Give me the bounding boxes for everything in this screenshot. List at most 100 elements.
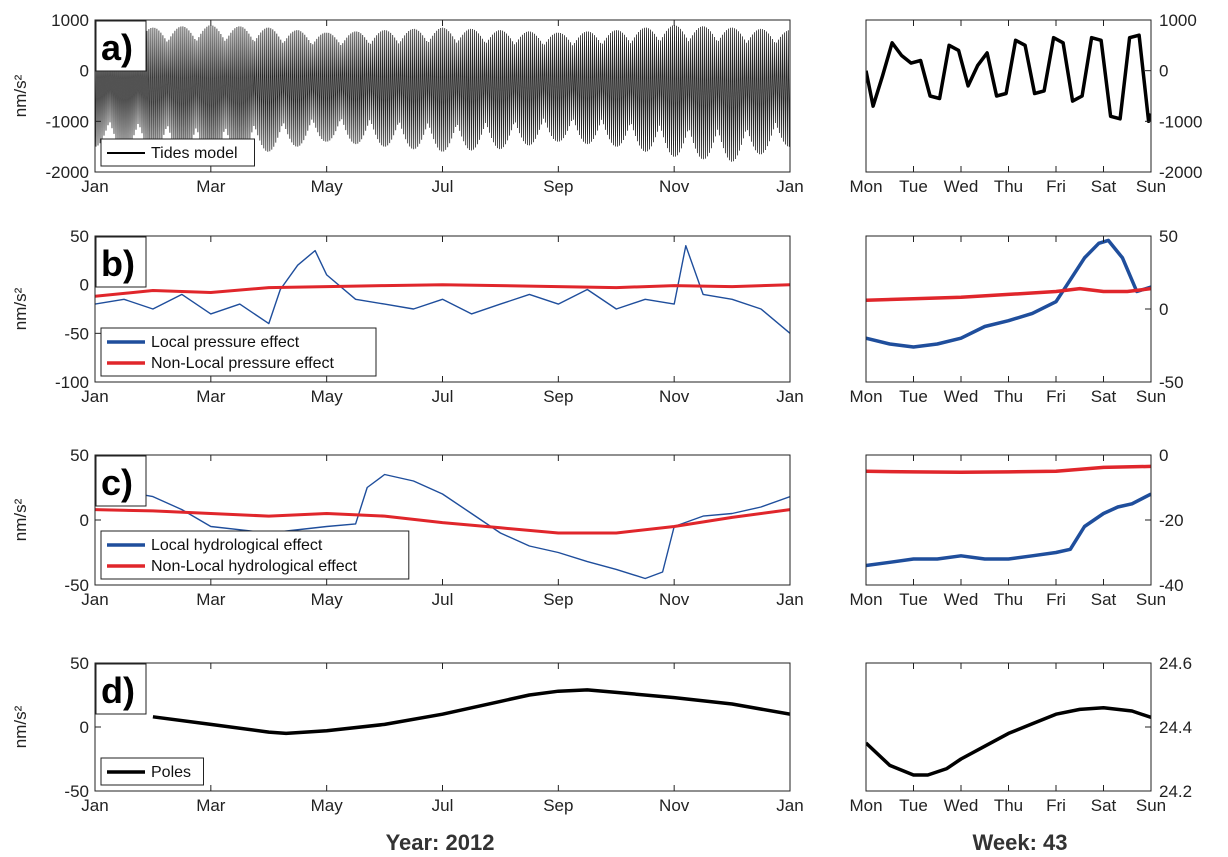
panel-c-week: Mon Tue Wed Thu Fri Sat Sun-40 -20 0 <box>849 446 1183 609</box>
panel-a-year: Jan Mar May Jul Sep Nov Jan-2000-100001000nm/s… <box>11 11 804 196</box>
x-tick-label-b-year-3: Jul <box>432 387 454 406</box>
x-tick-label-c-week-3: Thu <box>994 590 1023 609</box>
x-tick-label-c-year-5: Nov <box>659 590 690 609</box>
panel-c-year: Jan Mar May Jul Sep Nov Jan-50050nm/s²c)Local … <box>11 446 804 609</box>
x-tick-label-c-week-6: Sun <box>1136 590 1166 609</box>
panel-label-box-a-year <box>95 20 147 72</box>
series-line-c-week-0 <box>866 492 1151 568</box>
x-tick-label-b-year-0: Jan <box>81 387 108 406</box>
legend-box-c-year <box>100 530 410 580</box>
x-tick-label-b-week-4: Fri <box>1046 387 1066 406</box>
series-line-b-year-0 <box>95 245 790 334</box>
x-tick-label-c-year-3: Jul <box>432 590 454 609</box>
series-line-c-week-1 <box>866 464 1151 474</box>
legend-label-a-year-0: Tides model <box>151 145 238 162</box>
y-tick-label-b-week-2: 50 <box>1159 227 1178 246</box>
series-group-c-week <box>866 464 1151 568</box>
series-line-b-week-0 <box>866 238 1151 349</box>
x-tick-label-d-week-1: Tue <box>899 796 928 815</box>
x-tick-label-d-week-5: Sat <box>1091 796 1117 815</box>
x-tick-label-c-year-2: May <box>311 590 344 609</box>
y-axis-label-a-year: nm/s² <box>11 74 30 117</box>
x-tick-label-a-week-1: Tue <box>899 177 928 196</box>
x-tick-label-a-year-6: Jan <box>776 177 803 196</box>
x-tick-label-d-year-2: May <box>311 796 344 815</box>
x-tick-label-c-week-0: Mon <box>849 590 882 609</box>
frame-b-week <box>865 235 1152 383</box>
panel-a-week: Mon Tue Wed Thu Fri Sat Sun-2000 -1000 0 1000 <box>849 11 1202 196</box>
y-tick-label-b-week-0: -50 <box>1159 373 1184 392</box>
x-tick-label-b-year-5: Nov <box>659 387 690 406</box>
x-tick-label-c-week-2: Wed <box>944 590 979 609</box>
y-axis-label-b-year: nm/s² <box>11 287 30 330</box>
series-group-b-year <box>95 245 790 334</box>
y-tick-label-a-year-1: -1000 <box>46 112 89 131</box>
y-tick-label-d-year-1: 0 <box>80 718 89 737</box>
x-tick-label-b-week-1: Tue <box>899 387 928 406</box>
x-tick-label-b-week-0: Mon <box>849 387 882 406</box>
y-tick-label-c-year-1: 0 <box>80 511 89 530</box>
legend-label-c-year-1: Non-Local hydrological effect <box>151 558 358 575</box>
x-tick-label-c-year-0: Jan <box>81 590 108 609</box>
legend-label-b-year-1: Non-Local pressure effect <box>151 355 334 372</box>
panel-label-a-year: a) <box>101 27 133 68</box>
series-group-d-week <box>866 706 1151 777</box>
x-tick-label-a-year-0: Jan <box>81 177 108 196</box>
y-tick-label-a-year-2: 0 <box>80 62 89 81</box>
x-tick-label-a-week-5: Sat <box>1091 177 1117 196</box>
x-tick-label-b-week-6: Sun <box>1136 387 1166 406</box>
x-tick-label-b-year-2: May <box>311 387 344 406</box>
y-tick-label-b-week-1: 0 <box>1159 300 1168 319</box>
x-tick-label-b-week-2: Wed <box>944 387 979 406</box>
series-line-b-week-1 <box>866 286 1151 302</box>
x-tick-label-a-year-2: May <box>311 177 344 196</box>
series-line-c-year-1 <box>95 508 790 535</box>
series-group-b-week <box>866 238 1151 349</box>
y-tick-label-c-year-0: -50 <box>64 576 89 595</box>
y-tick-label-c-year-2: 50 <box>70 446 89 465</box>
x-tick-label-c-year-4: Sep <box>543 590 573 609</box>
y-axis-label-c-year: nm/s² <box>11 498 30 541</box>
y-tick-label-a-week-0: -2000 <box>1159 163 1202 182</box>
x-tick-label-d-week-0: Mon <box>849 796 882 815</box>
x-tick-label-a-week-3: Thu <box>994 177 1023 196</box>
panel-b-week: Mon Tue Wed Thu Fri Sat Sun-50 0 50 <box>849 227 1183 406</box>
legend-label-c-year-0: Local hydrological effect <box>151 537 323 554</box>
y-tick-label-b-year-0: -100 <box>55 373 89 392</box>
panel-label-b-year: b) <box>101 243 135 284</box>
x-tick-label-d-week-4: Fri <box>1046 796 1066 815</box>
panel-label-box-c-year <box>95 455 147 507</box>
y-tick-label-a-week-1: -1000 <box>1159 112 1202 131</box>
panel-label-c-year: c) <box>101 462 133 503</box>
x-tick-label-a-year-4: Sep <box>543 177 573 196</box>
series-line-a-week-0 <box>866 33 1151 124</box>
x-tick-label-a-week-6: Sun <box>1136 177 1166 196</box>
legend-label-b-year-0: Local pressure effect <box>151 334 300 351</box>
series-group-c-year <box>95 473 790 580</box>
panel-label-box-b-year <box>95 236 147 288</box>
x-tick-label-a-year-5: Nov <box>659 177 690 196</box>
y-tick-label-a-week-2: 0 <box>1159 62 1168 81</box>
y-tick-label-d-year-0: -50 <box>64 782 89 801</box>
x-tick-label-b-week-5: Sat <box>1091 387 1117 406</box>
x-tick-label-a-year-3: Jul <box>432 177 454 196</box>
x-tick-label-c-week-1: Tue <box>899 590 928 609</box>
x-tick-label-c-year-6: Jan <box>776 590 803 609</box>
x-tick-label-b-year-6: Jan <box>776 387 803 406</box>
y-tick-label-d-week-1: 24.4 <box>1159 718 1192 737</box>
y-tick-label-d-week-2: 24.6 <box>1159 654 1192 673</box>
y-tick-label-a-week-3: 1000 <box>1159 11 1197 30</box>
panel-label-d-year: d) <box>101 670 135 711</box>
y-tick-label-c-week-1: -20 <box>1159 511 1184 530</box>
y-tick-label-c-week-0: -40 <box>1159 576 1184 595</box>
x-tick-label-a-week-2: Wed <box>944 177 979 196</box>
x-tick-label-c-week-4: Fri <box>1046 590 1066 609</box>
x-tick-label-c-week-5: Sat <box>1091 590 1117 609</box>
x-tick-label-d-year-5: Nov <box>659 796 690 815</box>
legend-label-d-year-0: Poles <box>151 764 191 781</box>
y-tick-label-d-year-2: 50 <box>70 654 89 673</box>
x-tick-label-c-year-1: Mar <box>196 590 226 609</box>
